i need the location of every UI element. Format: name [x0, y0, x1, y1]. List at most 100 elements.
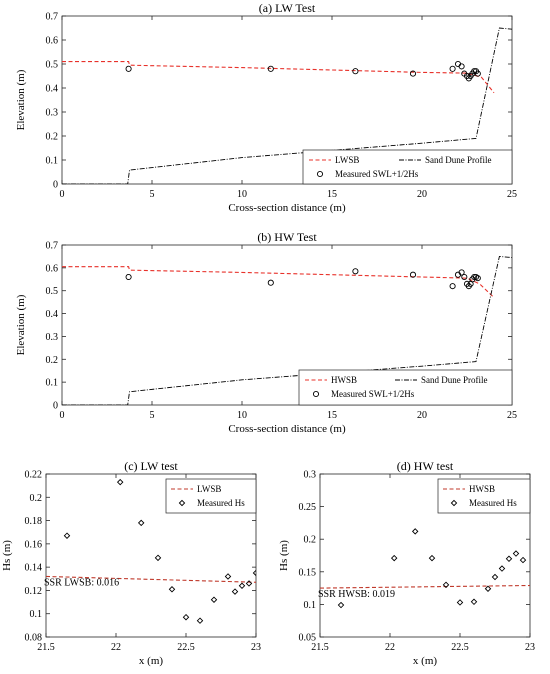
x-axis-label: Cross-section distance (m)	[228, 423, 346, 435]
data-point	[137, 519, 145, 527]
data-point	[442, 581, 450, 589]
y-tick-label: 0.1	[304, 600, 317, 611]
data-point	[224, 573, 232, 580]
x-tick-label: 5	[150, 189, 155, 200]
x-tick-label: 22	[111, 642, 121, 653]
y-tick-label: 0.4	[46, 309, 59, 320]
legend-frame	[298, 369, 513, 406]
x-tick-label: 5	[150, 410, 155, 421]
x-tick-label: 10	[237, 189, 247, 200]
legend-entry-label: LWSB	[335, 155, 359, 165]
legend-marker-sample	[316, 170, 324, 178]
legend: LWSB Measured Hs	[165, 478, 257, 514]
y-tick-label: 0.22	[25, 470, 43, 481]
data-point	[428, 554, 436, 562]
data-point	[168, 586, 176, 593]
chart-panel-4: 21.5 22 22.5 23 0.05 0.1 0.15 0.2 0.25 0.3 (d) HW …	[278, 459, 535, 667]
plot-area-frame	[61, 244, 513, 406]
chart-title: (a) LW Test	[259, 1, 316, 15]
data-point	[461, 273, 468, 281]
x-tick-label: 20	[417, 189, 427, 200]
legend-entry-label: HWSB	[469, 484, 495, 494]
y-tick-label: 0.1	[46, 156, 59, 167]
y-tick-label: 0.1	[30, 609, 43, 620]
y-tick-label: 0.2	[304, 535, 317, 546]
data-point	[456, 599, 464, 606]
data-point	[116, 478, 124, 486]
data-point	[238, 582, 246, 590]
data-point	[449, 283, 456, 290]
x-axis-label: Cross-section distance (m)	[228, 202, 346, 214]
y-tick-label: 0.25	[299, 502, 317, 513]
data-point	[512, 550, 520, 557]
data-point	[210, 596, 218, 603]
ssr-annotation: SSR HWSB: 0.019	[318, 589, 395, 600]
series-line-lwsb	[62, 61, 495, 94]
data-point	[409, 70, 417, 77]
legend-entry-label: LWSB	[197, 484, 221, 494]
data-point	[491, 573, 499, 581]
x-tick-label: 10	[237, 410, 247, 421]
legend-frame	[165, 478, 257, 514]
legend-entry-label: Measured SWL+1/2Hs	[335, 169, 419, 179]
data-point	[267, 65, 274, 72]
y-tick-label: 0.7	[46, 12, 59, 23]
data-point	[63, 532, 71, 539]
chart-panel-1: 0 5 10 15 20 25 0 0.1 0.2 0.3 0.4 0.5 0.6 0.7 (a) LW T…	[15, 1, 517, 214]
y-tick-label: 0.1	[46, 378, 59, 389]
legend-frame	[302, 149, 513, 185]
data-point	[182, 613, 190, 621]
y-axis-label: Hs (m)	[278, 540, 290, 571]
series-line-hwsb	[62, 266, 495, 298]
y-tick-label: 0.3	[46, 332, 59, 343]
ssr-annotation: SSR LWSB: 0.016	[44, 577, 119, 588]
plot-data	[46, 478, 256, 624]
data-point	[390, 554, 398, 562]
legend: HWSB Measured Hs	[437, 478, 531, 514]
plot-area-frame	[45, 473, 257, 638]
x-tick-label: 21.5	[37, 642, 55, 653]
legend-entry-label: Measured Hs	[197, 498, 245, 508]
data-point	[252, 569, 256, 577]
x-tick-label: 0	[60, 189, 65, 200]
data-point	[352, 68, 359, 75]
x-tick-label: 0	[60, 410, 65, 421]
data-point	[267, 279, 274, 286]
x-axis-label: x (m)	[139, 655, 163, 667]
x-tick-label: 22.5	[451, 642, 469, 653]
x-tick-label: 20	[417, 410, 427, 421]
chart-title: (c) LW test	[124, 459, 178, 473]
series-line-lwsb	[46, 575, 256, 583]
data-point	[125, 273, 132, 281]
data-point	[505, 555, 513, 562]
x-tick-label: 15	[327, 410, 337, 421]
x-tick-label: 23	[525, 642, 535, 653]
chart-panel-3: 21.5 22 22.5 23 0.08 0.1 0.12 0.14 0.16 0.18 0.2 0.…	[1, 459, 261, 667]
chart-title: (b) HW Test	[257, 230, 317, 244]
legend-entry-label: Sand Dune Profile	[425, 155, 492, 165]
data-point	[231, 588, 239, 595]
legend-entry-label: Measured Hs	[469, 498, 517, 508]
y-tick-label: 0.3	[304, 470, 317, 481]
y-axis-label: Elevation (m)	[15, 294, 27, 355]
y-axis-label: Elevation (m)	[15, 69, 27, 130]
y-tick-label: 0.08	[25, 633, 43, 644]
x-tick-label: 23	[251, 642, 261, 653]
x-axis-label: x (m)	[413, 655, 437, 667]
legend-frame	[437, 478, 531, 514]
chart-panel-2: 0 5 10 15 20 25 0 0.1 0.2 0.3 0.4 0.5 0.6 0.7 (b) HW T…	[15, 230, 517, 435]
x-tick-label: 22	[385, 642, 395, 653]
series-line-hwsb	[320, 584, 530, 589]
y-tick-label: 0.16	[25, 539, 43, 550]
data-point	[154, 554, 162, 562]
data-point	[245, 580, 253, 587]
y-tick-label: 0.2	[30, 493, 43, 504]
data-point	[474, 275, 481, 282]
x-tick-label: 15	[327, 189, 337, 200]
y-tick-label: 0.5	[46, 286, 59, 297]
data-point	[484, 585, 492, 592]
y-axis-label: Hs (m)	[1, 540, 13, 571]
y-tick-label: 0	[53, 401, 58, 412]
y-tick-label: 0.2	[46, 132, 59, 143]
data-point	[470, 598, 478, 606]
